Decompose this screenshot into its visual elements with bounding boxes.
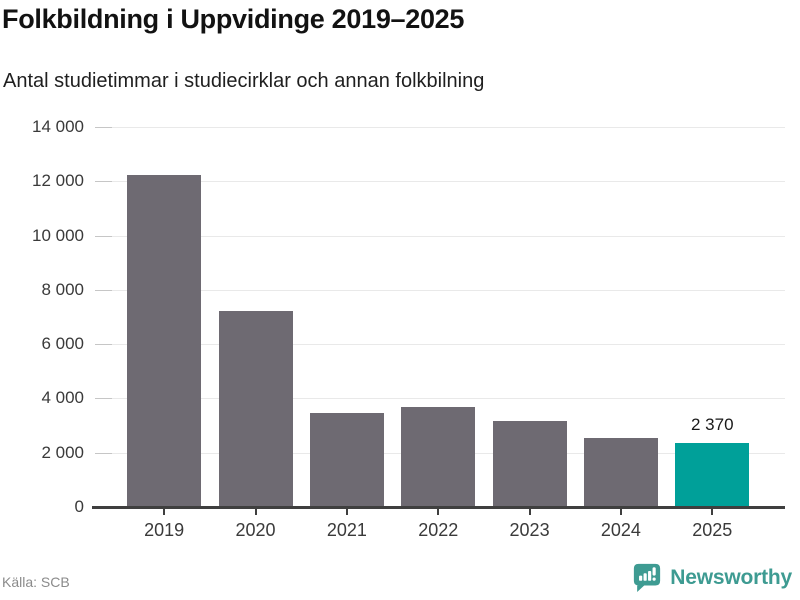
x-tick	[528, 509, 531, 515]
newsworthy-logo[interactable]: Newsworthy	[632, 562, 792, 593]
newsworthy-logo-text: Newsworthy	[670, 565, 792, 589]
bar-chart-speech-bubble-icon	[632, 562, 662, 593]
y-tick	[95, 344, 112, 346]
x-axis-label: 2020	[235, 520, 276, 540]
y-axis-tick-label: 12 000	[32, 171, 84, 191]
bar-2020	[218, 310, 293, 507]
chart-subtitle: Antal studietimmar i studiecirklar och a…	[3, 70, 485, 92]
y-axis-tick-label: 14 000	[32, 117, 84, 136]
y-tick	[95, 235, 112, 237]
bar-2019	[127, 174, 202, 507]
x-axis-label: 2021	[326, 520, 367, 540]
x-tick	[345, 509, 348, 515]
gridline	[95, 344, 785, 346]
gridline	[95, 127, 785, 128]
x-tick	[619, 509, 622, 515]
gridline	[95, 235, 785, 237]
gridline	[95, 398, 785, 400]
bar-2021	[309, 412, 384, 507]
y-axis-tick-label: 8 000	[41, 279, 84, 299]
x-axis-label: 2024	[600, 520, 641, 540]
x-axis-label: 2023	[509, 520, 550, 540]
bar-2023	[492, 420, 567, 507]
source-note: Källa: SCB	[2, 574, 70, 590]
x-axis-label: 2019	[144, 520, 185, 540]
y-tick	[95, 181, 112, 183]
y-axis-tick-label: 0	[74, 497, 84, 516]
bar-2024	[583, 438, 658, 507]
x-tick	[163, 509, 166, 515]
y-axis-tick-label: 10 000	[32, 225, 84, 245]
bar-2025	[675, 442, 750, 507]
x-tick	[711, 509, 714, 515]
y-tick	[95, 452, 112, 454]
value-label: 2 370	[690, 414, 734, 434]
y-axis-tick-label: 6 000	[41, 334, 84, 354]
y-axis-tick-label: 2 000	[41, 442, 84, 462]
x-tick	[254, 509, 257, 515]
gridline	[95, 289, 785, 291]
gridline	[95, 181, 785, 183]
bar-2022	[401, 406, 476, 507]
y-tick	[95, 289, 112, 291]
y-tick	[95, 398, 112, 400]
y-tick	[95, 127, 112, 128]
x-axis-label: 2022	[418, 520, 459, 540]
chart-title: Folkbildning i Uppvidinge 2019–2025	[2, 4, 465, 34]
y-axis-tick-label: 4 000	[41, 388, 84, 408]
x-axis-line	[92, 505, 785, 509]
x-tick	[437, 509, 440, 515]
x-axis-label: 2025	[692, 520, 733, 540]
